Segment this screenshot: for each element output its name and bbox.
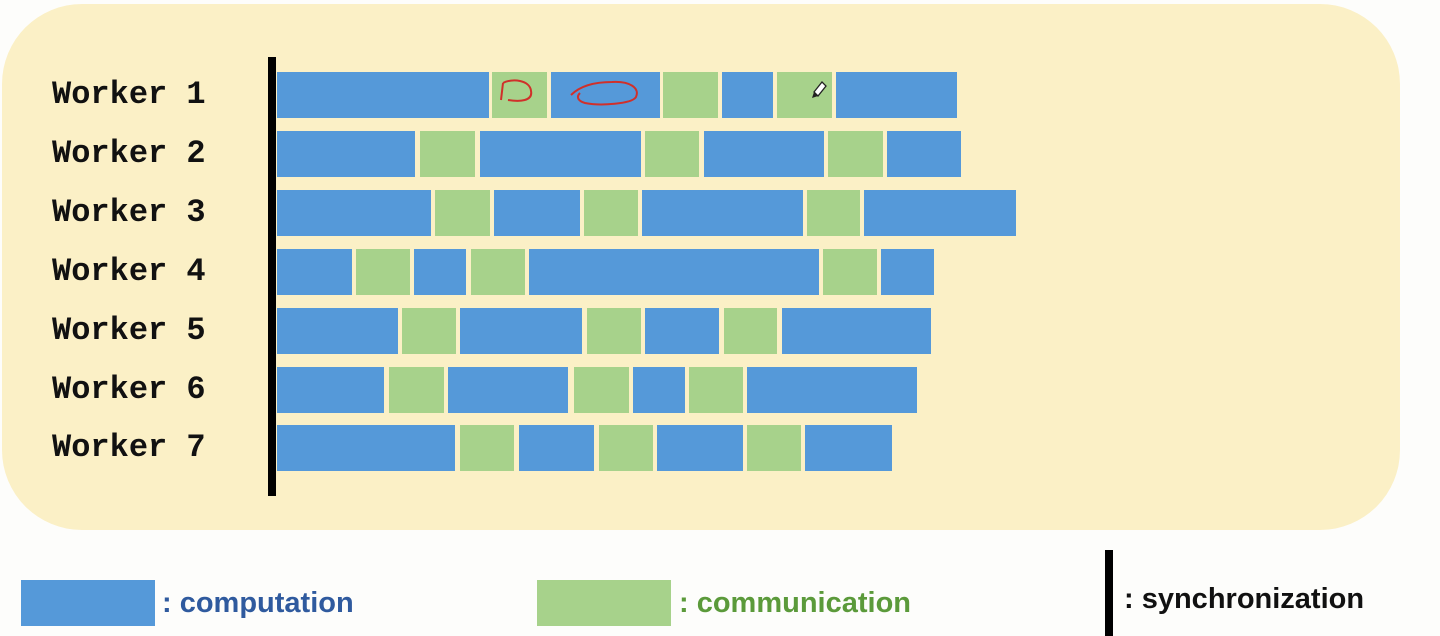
worker-2-computation-segment-1 — [277, 131, 415, 177]
worker-3-communication-segment-6 — [807, 190, 860, 236]
legend-computation-swatch — [21, 580, 155, 626]
worker-6-computation-segment-5 — [633, 367, 685, 413]
worker-6-communication-segment-6 — [689, 367, 743, 413]
worker-2-communication-segment-4 — [645, 131, 699, 177]
worker-4-computation-segment-3 — [414, 249, 466, 295]
legend-communication-swatch — [537, 580, 671, 626]
worker-4-communication-segment-2 — [356, 249, 410, 295]
worker-2-computation-segment-7 — [887, 131, 961, 177]
worker-row-3 — [0, 190, 1440, 236]
legend-synchronization-label: : synchronization — [1124, 583, 1365, 615]
worker-4-communication-segment-4 — [471, 249, 525, 295]
worker-5-communication-segment-6 — [724, 308, 777, 354]
worker-7-computation-segment-7 — [805, 425, 892, 471]
worker-5-computation-segment-3 — [460, 308, 582, 354]
worker-7-communication-segment-6 — [747, 425, 801, 471]
legend-computation-label: : computation — [162, 587, 354, 619]
worker-5-computation-segment-1 — [277, 308, 398, 354]
worker-label-3: Worker 3 — [52, 194, 206, 231]
worker-1-computation-segment-5 — [722, 72, 773, 118]
worker-6-computation-segment-7 — [747, 367, 917, 413]
worker-label-5: Worker 5 — [52, 312, 206, 349]
worker-1-communication-segment-4 — [663, 72, 718, 118]
worker-1-computation-segment-3 — [551, 72, 660, 118]
worker-row-1 — [0, 72, 1440, 118]
worker-label-2: Worker 2 — [52, 135, 206, 172]
worker-1-communication-segment-6 — [777, 72, 832, 118]
legend-synchronization-line — [1105, 550, 1113, 636]
worker-3-computation-segment-1 — [277, 190, 431, 236]
worker-1-communication-segment-2 — [492, 72, 547, 118]
worker-1-computation-segment-7 — [836, 72, 957, 118]
worker-label-7: Worker 7 — [52, 429, 206, 466]
worker-row-4 — [0, 249, 1440, 295]
worker-4-computation-segment-1 — [277, 249, 352, 295]
worker-4-computation-segment-5 — [529, 249, 819, 295]
worker-3-computation-segment-7 — [864, 190, 1016, 236]
legend-communication-label: : communication — [679, 587, 912, 619]
worker-1-computation-segment-1 — [277, 72, 489, 118]
worker-7-computation-segment-5 — [657, 425, 743, 471]
worker-6-communication-segment-4 — [574, 367, 629, 413]
worker-4-communication-segment-6 — [823, 249, 877, 295]
worker-5-communication-segment-2 — [402, 308, 456, 354]
worker-6-computation-segment-3 — [448, 367, 568, 413]
worker-row-2 — [0, 131, 1440, 177]
worker-7-communication-segment-2 — [460, 425, 514, 471]
worker-2-computation-segment-3 — [480, 131, 641, 177]
worker-3-communication-segment-2 — [435, 190, 490, 236]
worker-row-6 — [0, 367, 1440, 413]
worker-2-communication-segment-2 — [420, 131, 475, 177]
worker-5-communication-segment-4 — [587, 308, 641, 354]
worker-row-7 — [0, 425, 1440, 471]
worker-row-5 — [0, 308, 1440, 354]
worker-label-1: Worker 1 — [52, 76, 206, 113]
worker-7-computation-segment-3 — [519, 425, 594, 471]
worker-2-computation-segment-5 — [704, 131, 824, 177]
worker-4-computation-segment-7 — [881, 249, 934, 295]
worker-3-computation-segment-3 — [494, 190, 580, 236]
synchronization-line — [268, 57, 276, 496]
worker-5-computation-segment-5 — [645, 308, 719, 354]
worker-6-communication-segment-2 — [389, 367, 444, 413]
worker-3-communication-segment-4 — [584, 190, 638, 236]
worker-7-computation-segment-1 — [277, 425, 455, 471]
worker-label-4: Worker 4 — [52, 253, 206, 290]
worker-label-6: Worker 6 — [52, 371, 206, 408]
worker-7-communication-segment-4 — [599, 425, 653, 471]
worker-5-computation-segment-7 — [782, 308, 931, 354]
worker-2-communication-segment-6 — [828, 131, 883, 177]
worker-3-computation-segment-5 — [642, 190, 803, 236]
worker-6-computation-segment-1 — [277, 367, 384, 413]
